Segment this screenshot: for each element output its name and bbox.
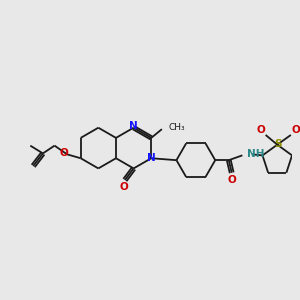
Text: N: N: [129, 121, 138, 131]
Text: N: N: [147, 153, 156, 163]
Text: CH₃: CH₃: [169, 123, 185, 132]
Text: O: O: [256, 125, 265, 135]
Text: O: O: [119, 182, 128, 192]
Text: O: O: [60, 148, 69, 158]
Text: NH: NH: [247, 149, 265, 159]
Text: O: O: [291, 125, 300, 135]
Text: O: O: [227, 175, 236, 184]
Text: S: S: [274, 139, 282, 149]
